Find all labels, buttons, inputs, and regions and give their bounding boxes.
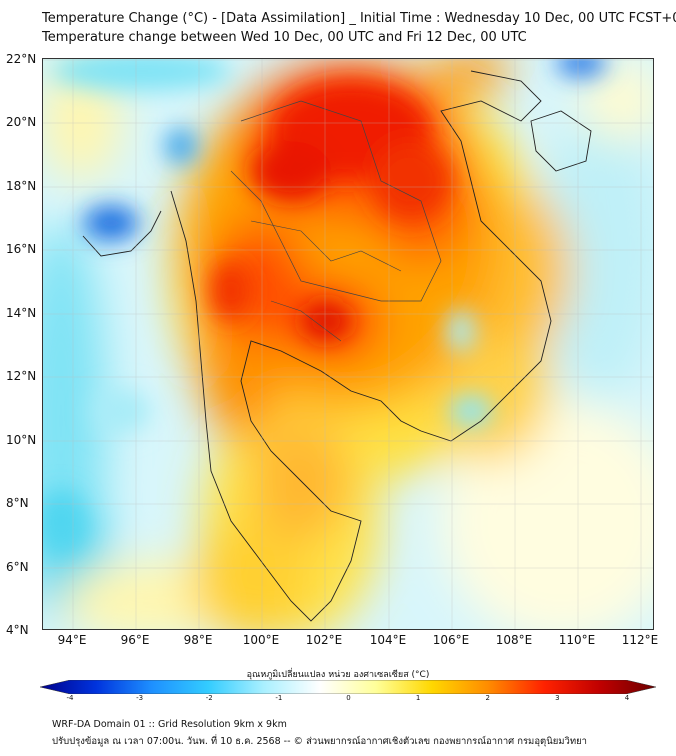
heatmap-field: [43, 59, 653, 629]
lon-label: 106°E: [432, 633, 470, 647]
colorbar-tick: 4: [624, 694, 630, 702]
lat-label: 8°N: [6, 496, 29, 510]
graticule: [43, 59, 653, 629]
lat-label: 12°N: [6, 369, 37, 383]
footer-update-info: ปรับปรุงข้อมูล ณ เวลา 07:00น. วันพ. ที่ …: [52, 736, 588, 747]
lat-label: 6°N: [6, 560, 29, 574]
lon-label: 110°E: [558, 633, 596, 647]
lat-label: 14°N: [6, 306, 37, 320]
lat-label: 10°N: [6, 433, 37, 447]
temperature-change-map: [42, 58, 654, 630]
lon-label: 96°E: [120, 633, 150, 647]
lat-label: 22°N: [6, 52, 37, 66]
lon-label: 108°E: [495, 633, 533, 647]
colorbar-tick: -3: [136, 694, 144, 702]
colorbar: [40, 680, 656, 694]
lon-label: 98°E: [183, 633, 213, 647]
chart-subtitle: Temperature change between Wed 10 Dec, 0…: [42, 30, 527, 45]
colorbar-tick: 2: [485, 694, 490, 702]
lat-label: 4°N: [6, 623, 29, 637]
lon-label: 104°E: [369, 633, 407, 647]
colorbar-tick: -2: [205, 694, 213, 702]
lon-label: 100°E: [242, 633, 280, 647]
colorbar-tick: -4: [66, 694, 74, 702]
lat-label: 16°N: [6, 242, 37, 256]
lat-label: 18°N: [6, 179, 37, 193]
colorbar-label: อุณหภูมิเปลี่ยนแปลง หน่วย องศาเซลเซียส (…: [246, 670, 430, 680]
colorbar-tick: -1: [275, 694, 283, 702]
colorbar-tick: 0: [346, 694, 351, 702]
lon-label: 94°E: [57, 633, 87, 647]
lon-label: 112°E: [621, 633, 659, 647]
chart-title: Temperature Change (°C) - [Data Assimila…: [42, 11, 676, 26]
colorbar-tick: 1: [415, 694, 421, 702]
colorbar-tick: 3: [555, 694, 560, 702]
footer-model-info: WRF-DA Domain 01 :: Grid Resolution 9km …: [52, 719, 287, 730]
lon-label: 102°E: [305, 633, 343, 647]
coastlines: [82, 70, 592, 622]
lat-label: 20°N: [6, 115, 37, 129]
